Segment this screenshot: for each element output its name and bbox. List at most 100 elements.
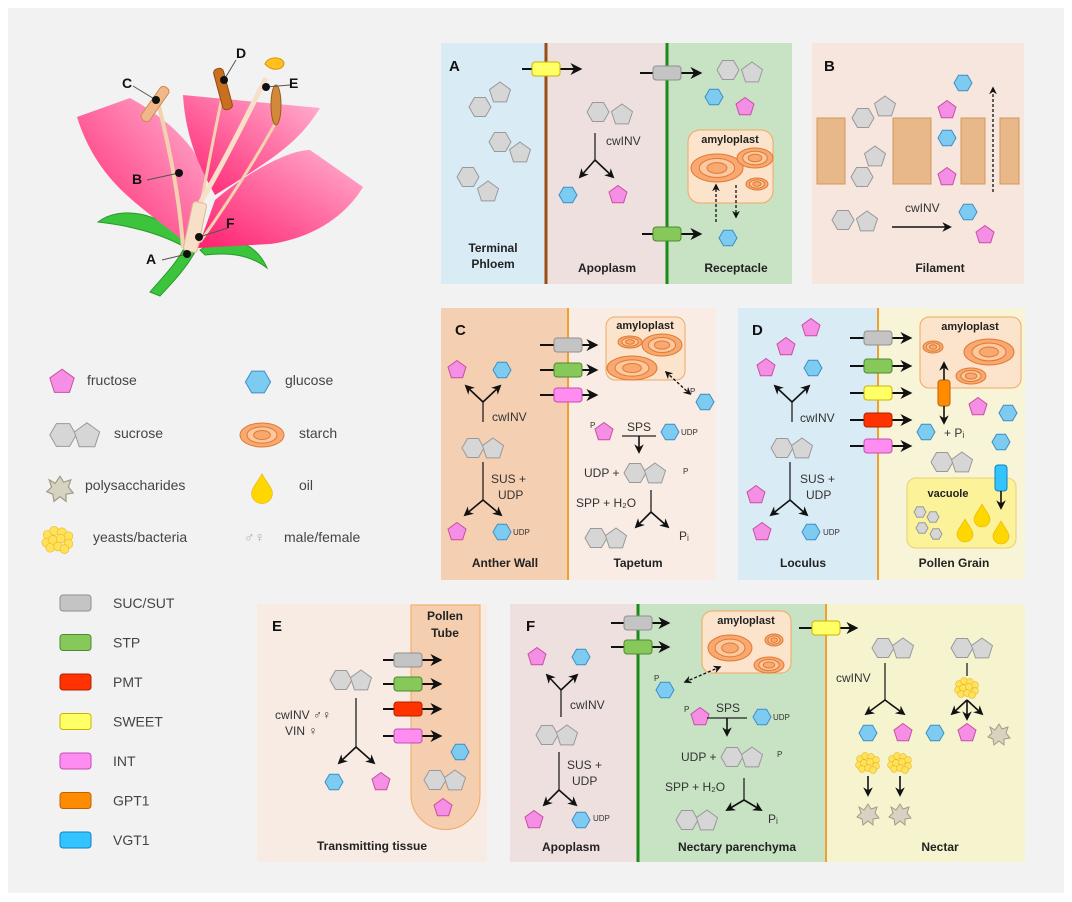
legend-label: oil bbox=[299, 477, 313, 493]
legend-transporter-gpt1: GPT1 bbox=[59, 792, 150, 809]
flower-label-f: F bbox=[226, 215, 235, 231]
fructose-icon bbox=[957, 722, 977, 742]
reaction-arrow bbox=[594, 159, 615, 179]
reaction-arrow bbox=[337, 746, 357, 765]
sucrose-glucose-unit-icon bbox=[926, 511, 940, 523]
region-label: Filament bbox=[915, 261, 964, 275]
reaction-arrow bbox=[560, 673, 579, 691]
fructose-icon bbox=[371, 771, 391, 791]
cell-wall-block bbox=[892, 117, 932, 185]
amyloplast-label: amyloplast bbox=[941, 321, 999, 333]
reaction-arrow bbox=[464, 384, 484, 403]
sucrose-glucose-unit-icon bbox=[488, 132, 512, 152]
transporter-suc bbox=[383, 652, 443, 668]
oil-droplet-icon bbox=[956, 518, 974, 543]
fructose-icon bbox=[776, 336, 796, 356]
sucrose-fructose-unit-icon bbox=[863, 145, 887, 167]
sucrose-fructose-unit-icon bbox=[508, 141, 532, 163]
amyloplast-label: amyloplast bbox=[717, 615, 775, 627]
flower-label-c: C bbox=[122, 75, 132, 91]
reaction-arrow bbox=[725, 799, 745, 811]
glucose-icon bbox=[958, 203, 978, 221]
apoplasm-region bbox=[546, 43, 667, 284]
legend-transporter-pmt: PMT bbox=[59, 673, 143, 691]
legend-label: GPT1 bbox=[113, 793, 150, 809]
flower-label-d: D bbox=[236, 45, 246, 61]
reaction-arrow bbox=[773, 384, 793, 403]
panel-c: C amyloplast cwINV SUS + UDP UDP P P SPS… bbox=[441, 308, 716, 580]
reaction-arrow bbox=[542, 789, 560, 807]
stem bbox=[149, 249, 196, 297]
transporter-swatch bbox=[59, 713, 92, 730]
region-label: Phloem bbox=[471, 257, 514, 271]
fructose-icon bbox=[735, 96, 755, 116]
sucrose-icon bbox=[770, 437, 814, 459]
transporter-sweet bbox=[799, 620, 859, 636]
starch-granule-icon bbox=[922, 340, 944, 354]
transporter-swatch bbox=[59, 673, 92, 691]
stigma bbox=[264, 57, 285, 70]
sucrose-icon bbox=[675, 809, 719, 831]
fructose-icon bbox=[690, 706, 710, 726]
reaction-arrow bbox=[634, 511, 652, 529]
panel-letter: A bbox=[449, 58, 460, 75]
reaction-arrow bbox=[558, 789, 578, 807]
transporter-swatch bbox=[59, 594, 92, 612]
panel-letter: E bbox=[272, 618, 282, 635]
legend-transporter-suc: SUC/SUT bbox=[59, 594, 175, 612]
udp-plus-label: UDP + bbox=[681, 750, 716, 764]
sucrose-fructose-unit-icon bbox=[855, 210, 879, 232]
enzyme-label: cwINV bbox=[492, 410, 527, 424]
starch-granule-icon bbox=[764, 633, 784, 647]
sucrose-fructose-unit-icon bbox=[740, 61, 764, 83]
flower-label-b: B bbox=[132, 171, 142, 187]
legend-label: sucrose bbox=[114, 425, 163, 441]
style bbox=[193, 76, 269, 212]
transporter-sweet bbox=[522, 61, 583, 77]
legend-label: PMT bbox=[113, 674, 143, 690]
sucrose-fructose-unit-icon bbox=[488, 81, 512, 103]
starch-granule-icon bbox=[641, 333, 683, 357]
panel-e-molecules bbox=[324, 652, 470, 817]
polysaccharide-icon bbox=[45, 475, 75, 503]
phosphate-label: P bbox=[684, 705, 689, 714]
region-label: Pollen Grain bbox=[919, 556, 990, 570]
legend-label: STP bbox=[113, 635, 140, 651]
sucrose-glucose-unit-icon bbox=[851, 108, 875, 128]
filament-b bbox=[156, 101, 185, 249]
marker-dot bbox=[175, 169, 183, 177]
transporter-stp bbox=[611, 639, 671, 655]
polysaccharide-icon bbox=[888, 803, 912, 827]
legend-label: starch bbox=[299, 425, 337, 441]
molecule-layer bbox=[324, 60, 1018, 831]
glucose-icon bbox=[492, 523, 512, 541]
panel-f-molecules bbox=[524, 615, 1011, 831]
transporter-int bbox=[383, 728, 443, 744]
oil-droplet-icon bbox=[251, 473, 273, 504]
transporter-gpt1 bbox=[937, 379, 951, 407]
reaction-arrow bbox=[864, 699, 886, 716]
transporter-swatch bbox=[59, 831, 92, 849]
cell-wall-block bbox=[816, 117, 846, 185]
sucrose-glucose-unit-icon bbox=[831, 210, 855, 230]
legend-label: polysaccharides bbox=[85, 477, 185, 493]
starch-granule-icon bbox=[955, 367, 987, 385]
sucrose-icon bbox=[623, 462, 667, 484]
enzyme-label: SUS + bbox=[800, 472, 835, 486]
phosphate-label: P bbox=[590, 421, 595, 430]
sucrose-glucose-unit-icon bbox=[850, 167, 874, 187]
glucose-icon bbox=[752, 708, 772, 726]
marker-dot bbox=[195, 233, 203, 241]
cofactor-label: UDP bbox=[572, 774, 597, 788]
starch-granule-icon bbox=[606, 355, 658, 381]
udp-label: UDP bbox=[593, 814, 610, 823]
oil-droplet-icon bbox=[992, 520, 1010, 545]
yeast-bacteria-icon bbox=[41, 526, 74, 554]
glucose-icon bbox=[858, 724, 878, 742]
marker-dot bbox=[262, 83, 270, 91]
legend-transporter-vgt1: VGT1 bbox=[59, 831, 150, 849]
panel-letter: D bbox=[752, 322, 763, 339]
starch-granule-icon bbox=[690, 153, 744, 183]
sucrose-icon bbox=[950, 637, 994, 659]
glucose-icon bbox=[718, 229, 738, 247]
